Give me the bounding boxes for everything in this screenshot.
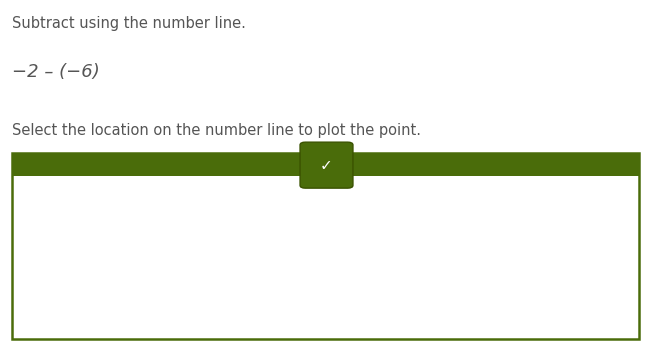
Text: ✓: ✓ <box>450 233 458 244</box>
Text: -9: -9 <box>71 295 83 308</box>
Text: −2 – (−6): −2 – (−6) <box>12 63 99 81</box>
Text: 0: 0 <box>328 295 335 308</box>
Text: 7: 7 <box>526 295 533 308</box>
Text: 4: 4 <box>441 295 448 308</box>
Text: -1: -1 <box>297 295 309 308</box>
Text: 9: 9 <box>582 295 590 308</box>
Text: -2: -2 <box>269 295 281 308</box>
Text: Subtract using the number line.: Subtract using the number line. <box>12 16 246 31</box>
Text: -5: -5 <box>184 295 196 308</box>
Text: -4: -4 <box>212 295 224 308</box>
Text: Select the location on the number line to plot the point.: Select the location on the number line t… <box>12 123 421 138</box>
Text: 6: 6 <box>497 295 505 308</box>
Text: -7: -7 <box>127 295 140 308</box>
Text: 8: 8 <box>554 295 561 308</box>
Text: -3: -3 <box>241 295 253 308</box>
Text: ✓: ✓ <box>320 158 333 173</box>
Text: -10: -10 <box>39 295 58 308</box>
Text: 1: 1 <box>356 295 364 308</box>
Text: -6: -6 <box>156 295 168 308</box>
Text: 10: 10 <box>607 295 622 308</box>
Text: -8: -8 <box>99 295 111 308</box>
Text: 2: 2 <box>384 295 392 308</box>
Text: 3: 3 <box>413 295 420 308</box>
Text: 5: 5 <box>469 295 477 308</box>
